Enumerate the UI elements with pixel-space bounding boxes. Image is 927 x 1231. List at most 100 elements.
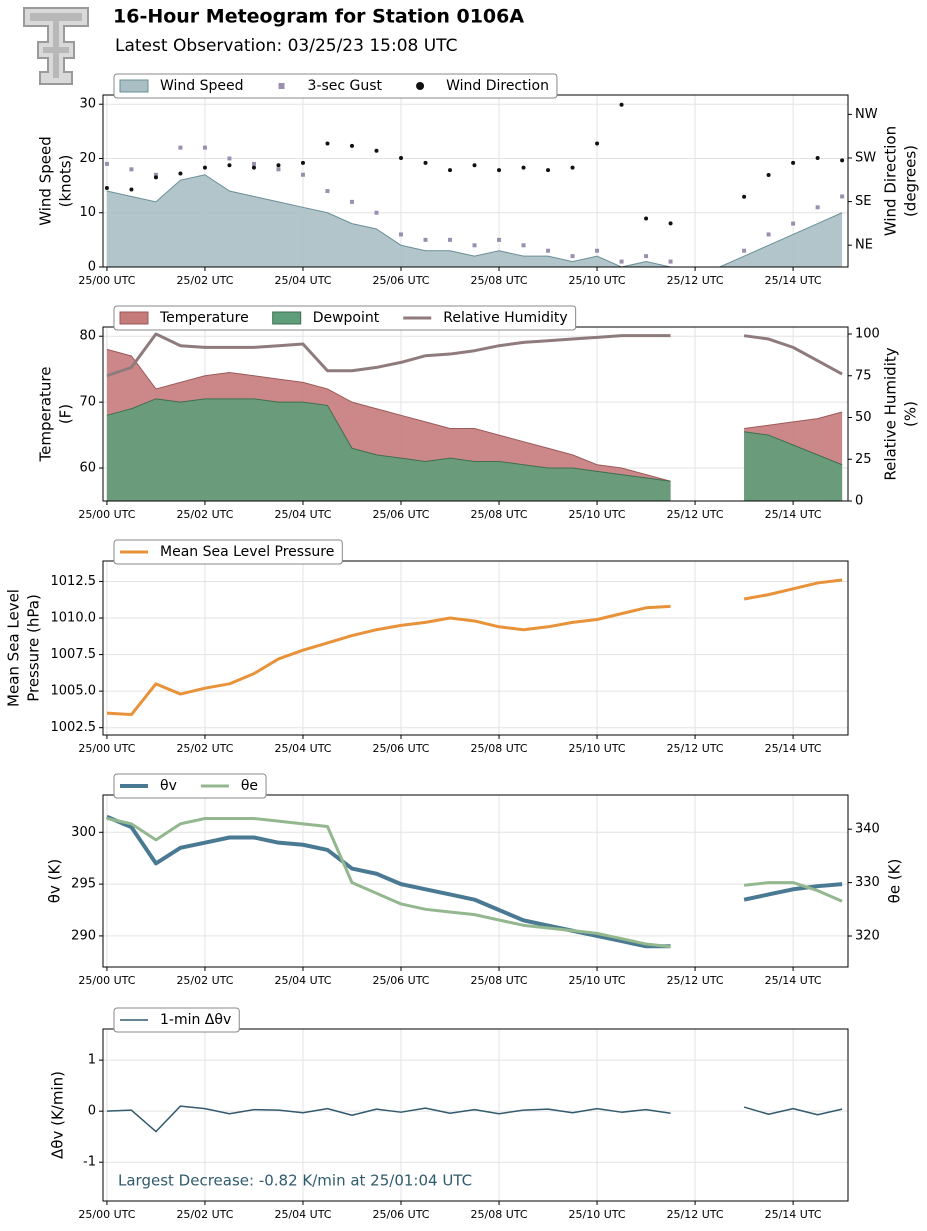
annotation: Largest Decrease: -0.82 K/min at 25/01:0… bbox=[118, 1172, 472, 1190]
point bbox=[448, 168, 453, 173]
line bbox=[106, 817, 843, 949]
point bbox=[791, 160, 796, 165]
point bbox=[595, 248, 600, 253]
x-tick-label: 25/02 UTC bbox=[176, 1208, 233, 1221]
y2-axis-label: Relative Humidity bbox=[882, 347, 900, 480]
y2-axis-label: θe (K) bbox=[886, 859, 904, 904]
y-tick-label: 290 bbox=[71, 928, 96, 943]
point bbox=[227, 163, 232, 168]
y-tick-label: 70 bbox=[79, 395, 96, 410]
y2-axis-label: (degrees) bbox=[902, 145, 920, 217]
point bbox=[202, 165, 207, 170]
plot-frame bbox=[102, 794, 849, 968]
legend-swatch bbox=[119, 79, 149, 93]
legend-box bbox=[113, 539, 343, 565]
point bbox=[374, 210, 379, 215]
point bbox=[668, 221, 673, 226]
area-edge bbox=[106, 348, 843, 482]
y-tick-label: 80 bbox=[79, 329, 96, 344]
point bbox=[227, 156, 232, 161]
y-axis-label: Pressure (hPa) bbox=[25, 594, 43, 702]
point bbox=[423, 237, 428, 242]
legend-label: θe bbox=[241, 778, 258, 794]
point bbox=[349, 199, 354, 204]
x-tick-label: 25/04 UTC bbox=[274, 742, 331, 755]
point bbox=[104, 161, 109, 166]
point bbox=[325, 189, 330, 194]
y2-tick-label: NE bbox=[855, 238, 873, 253]
y2-tick-label: 100 bbox=[855, 327, 880, 342]
line bbox=[106, 578, 843, 717]
point bbox=[472, 163, 477, 168]
x-tick-label: 25/04 UTC bbox=[274, 974, 331, 987]
point bbox=[349, 143, 354, 148]
point bbox=[521, 165, 526, 170]
y2-tick-label: NW bbox=[855, 107, 878, 122]
y2-tick-label: 75 bbox=[855, 368, 872, 383]
point bbox=[546, 168, 551, 173]
x-tick-label: 25/14 UTC bbox=[765, 274, 822, 287]
point bbox=[791, 221, 796, 226]
legend-label: θv bbox=[160, 778, 177, 794]
point bbox=[178, 145, 183, 150]
point bbox=[399, 232, 403, 237]
x-tick-label: 25/00 UTC bbox=[78, 974, 135, 987]
legend: θv θe bbox=[113, 773, 267, 799]
y-tick-label: 10 bbox=[79, 205, 96, 220]
x-tick-label: 25/08 UTC bbox=[471, 274, 528, 287]
x-tick-label: 25/00 UTC bbox=[78, 742, 135, 755]
point bbox=[497, 168, 502, 173]
point bbox=[497, 237, 502, 242]
area-fill bbox=[106, 174, 843, 267]
legend-label: 1-min Δθv bbox=[160, 1012, 231, 1028]
x-tick-label: 25/12 UTC bbox=[667, 1208, 724, 1221]
y-tick-label: 1007.5 bbox=[51, 647, 97, 662]
legend: Mean Sea Level Pressure bbox=[113, 539, 343, 565]
x-tick-label: 25/10 UTC bbox=[569, 974, 626, 987]
x-tick-label: 25/14 UTC bbox=[765, 974, 822, 987]
legend-label: Mean Sea Level Pressure bbox=[160, 544, 334, 560]
x-tick-label: 25/02 UTC bbox=[176, 974, 233, 987]
x-tick-label: 25/14 UTC bbox=[765, 1208, 822, 1221]
y-tick-label: 1 bbox=[88, 1053, 96, 1068]
point bbox=[840, 194, 845, 199]
y2-tick-label: 340 bbox=[855, 822, 880, 837]
point bbox=[815, 155, 820, 160]
x-tick-label: 25/02 UTC bbox=[176, 742, 233, 755]
y-tick-label: 300 bbox=[71, 825, 96, 840]
legend-swatch bbox=[278, 83, 285, 89]
point bbox=[472, 243, 477, 248]
x-tick-label: 25/08 UTC bbox=[471, 1208, 528, 1221]
point bbox=[423, 160, 428, 165]
x-tick-label: 25/10 UTC bbox=[569, 274, 626, 287]
x-tick-label: 25/12 UTC bbox=[667, 508, 724, 521]
y-tick-label: 20 bbox=[79, 151, 96, 166]
point bbox=[129, 167, 134, 172]
x-tick-label: 25/14 UTC bbox=[765, 742, 822, 755]
point bbox=[251, 165, 256, 170]
point bbox=[644, 254, 649, 259]
point bbox=[202, 145, 207, 150]
y2-tick-label: 25 bbox=[855, 452, 872, 467]
y2-tick-label: SW bbox=[855, 150, 876, 165]
x-tick-label: 25/02 UTC bbox=[176, 274, 233, 287]
legend-swatch bbox=[272, 311, 302, 325]
y-tick-label: 1012.5 bbox=[51, 574, 97, 589]
legend: Temperature Dewpoint Relative Humidity bbox=[113, 305, 577, 331]
x-tick-label: 25/06 UTC bbox=[372, 1208, 429, 1221]
y2-axis-label: (%) bbox=[902, 401, 920, 427]
point bbox=[178, 171, 183, 176]
point bbox=[619, 102, 624, 107]
point bbox=[521, 243, 526, 248]
point bbox=[276, 167, 281, 172]
x-tick-label: 25/08 UTC bbox=[471, 974, 528, 987]
legend: 1-min Δθv bbox=[113, 1007, 240, 1033]
legend-label: Wind Speed bbox=[160, 78, 244, 94]
area-edge bbox=[106, 398, 843, 482]
y2-axis-label: Wind Direction bbox=[882, 126, 900, 236]
point bbox=[399, 155, 403, 160]
x-tick-label: 25/00 UTC bbox=[78, 508, 135, 521]
x-tick-label: 25/06 UTC bbox=[372, 274, 429, 287]
x-tick-label: 25/14 UTC bbox=[765, 508, 822, 521]
